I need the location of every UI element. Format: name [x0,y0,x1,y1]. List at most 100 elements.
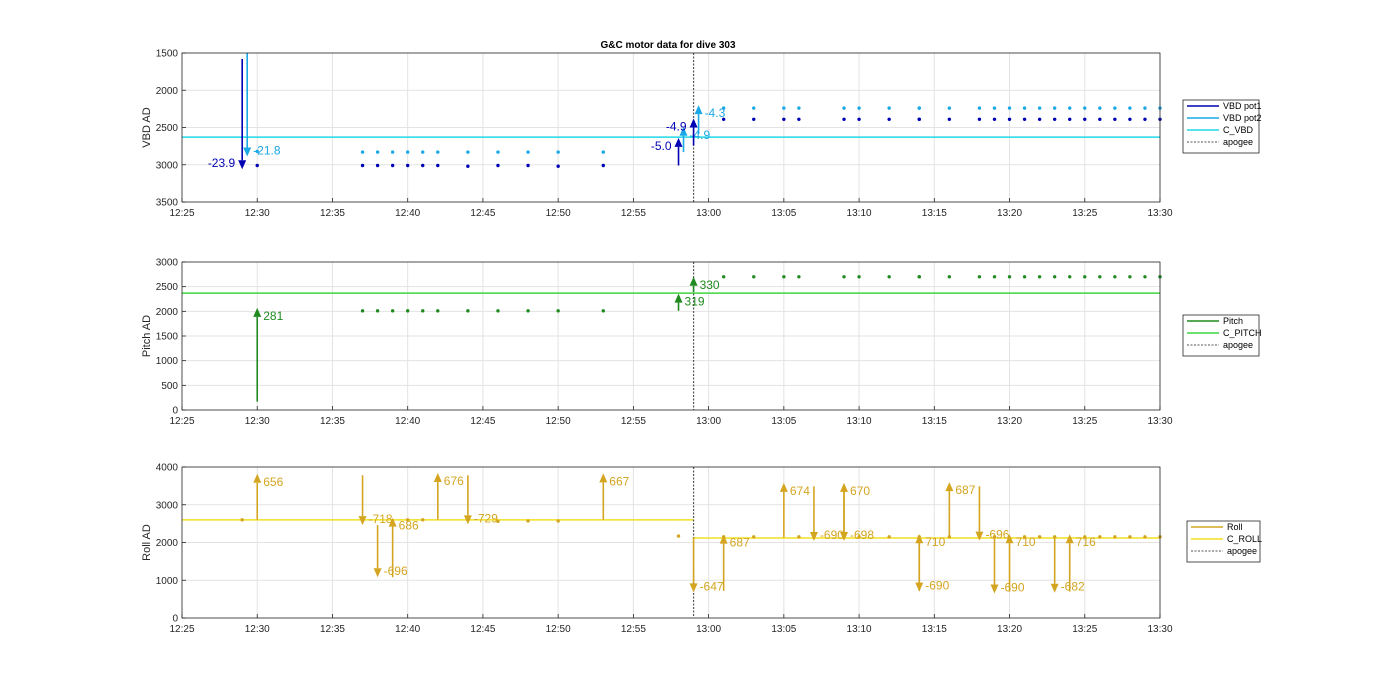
arrow-label: -4.9 [690,128,711,142]
x-tick-label: 13:00 [696,624,721,635]
y-tick-label: 3000 [156,500,179,511]
arrow-head [679,126,688,136]
data-point [1098,106,1102,110]
arrow-head [243,147,252,157]
arrow-head [990,584,999,594]
data-point [1143,275,1147,279]
data-point [797,106,801,110]
data-point [405,309,410,313]
arrow-label: 686 [399,519,419,533]
arrow-label: 319 [685,295,705,309]
data-point [797,117,801,122]
arrow-head [463,515,472,525]
x-tick-label: 12:50 [546,416,571,427]
arrow-head [915,534,924,544]
x-tick-label: 13:05 [771,208,796,219]
x-tick-label: 13:15 [922,208,947,219]
data-point [1068,117,1072,122]
arrow-head [433,473,442,483]
data-point [1037,535,1042,539]
arrow-label: -21.8 [253,144,281,158]
arrow-label: -718 [369,512,393,526]
y-tick-label: 1500 [156,49,179,60]
data-point [676,534,681,538]
x-tick-label: 12:30 [245,624,270,635]
arrow-label: -23.9 [208,156,236,170]
arrow-label: -4.3 [705,106,726,120]
data-point [1037,106,1042,110]
data-point [977,117,982,122]
data-point [390,163,395,168]
data-point [556,164,560,168]
data-point [240,518,244,522]
data-point [1128,106,1132,110]
x-tick-label: 12:50 [546,624,571,635]
data-point [857,117,861,122]
y-axis-label: Pitch AD [141,315,153,357]
data-point [917,117,921,122]
data-point [782,117,786,122]
x-tick-label: 12:30 [245,416,270,427]
data-point [405,163,410,168]
y-tick-label: 2000 [156,538,179,549]
x-tick-label: 12:35 [320,416,345,427]
arrow-label: -682 [1061,580,1085,594]
data-point [842,117,846,122]
x-tick-label: 13:25 [1072,624,1097,635]
data-point [1007,275,1012,279]
data-point [526,163,530,168]
arrow-head [779,482,788,492]
data-point [917,275,921,279]
data-point [752,535,756,539]
data-point [1143,106,1147,110]
x-tick-label: 12:45 [470,208,495,219]
data-point [405,518,410,522]
data-point [782,106,786,110]
x-tick-label: 13:15 [922,416,947,427]
data-point [466,150,470,154]
data-point [1052,106,1057,110]
data-point [496,309,500,313]
data-point [1143,117,1147,122]
arrow-label: 674 [790,484,810,498]
data-point [1022,535,1027,539]
arrow-label: -690 [1000,580,1024,594]
axes-frame [181,261,1161,411]
x-tick-label: 12:25 [169,208,194,219]
arrow-head [809,531,818,541]
y-tick-label: 2000 [156,86,179,97]
pitch-panel: 12:25 12:30 12:35 12:40 12:45 12:50 12:55 13:00… [141,258,1262,428]
data-point [601,150,605,154]
legend-entry: VBD pot1 [1223,101,1262,111]
data-point [992,275,997,279]
x-tick-label: 12:45 [470,624,495,635]
vbd-panel: 12:25 12:30 12:35 12:40 12:45 12:50 12:55 13:00… [141,49,1262,220]
y-tick-label: 0 [172,406,178,417]
data-point [1113,117,1117,122]
data-point [1052,275,1057,279]
data-point [360,309,365,313]
arrow-head [358,516,367,526]
x-tick-label: 13:15 [922,624,947,635]
arrow-label: 656 [263,475,283,489]
x-tick-label: 13:20 [997,416,1022,427]
x-tick-label: 12:40 [395,208,420,219]
x-tick-label: 12:35 [320,624,345,635]
arrow-label: 670 [850,484,870,498]
arrow-label: 687 [730,536,750,550]
arrow-head [840,531,849,541]
x-tick-label: 13:25 [1072,208,1097,219]
y-tick-label: 1500 [156,332,179,343]
x-tick-label: 13:30 [1147,416,1172,427]
legend-entry: Roll [1227,522,1243,532]
data-point [1022,106,1027,110]
x-tick-label: 12:50 [546,208,571,219]
x-tick-label: 13:25 [1072,416,1097,427]
arrow-label: -698 [850,528,874,542]
y-tick-label: 1000 [156,576,179,587]
y-tick-label: 3000 [156,258,179,269]
data-point [721,275,726,279]
arrow-head [674,137,683,147]
